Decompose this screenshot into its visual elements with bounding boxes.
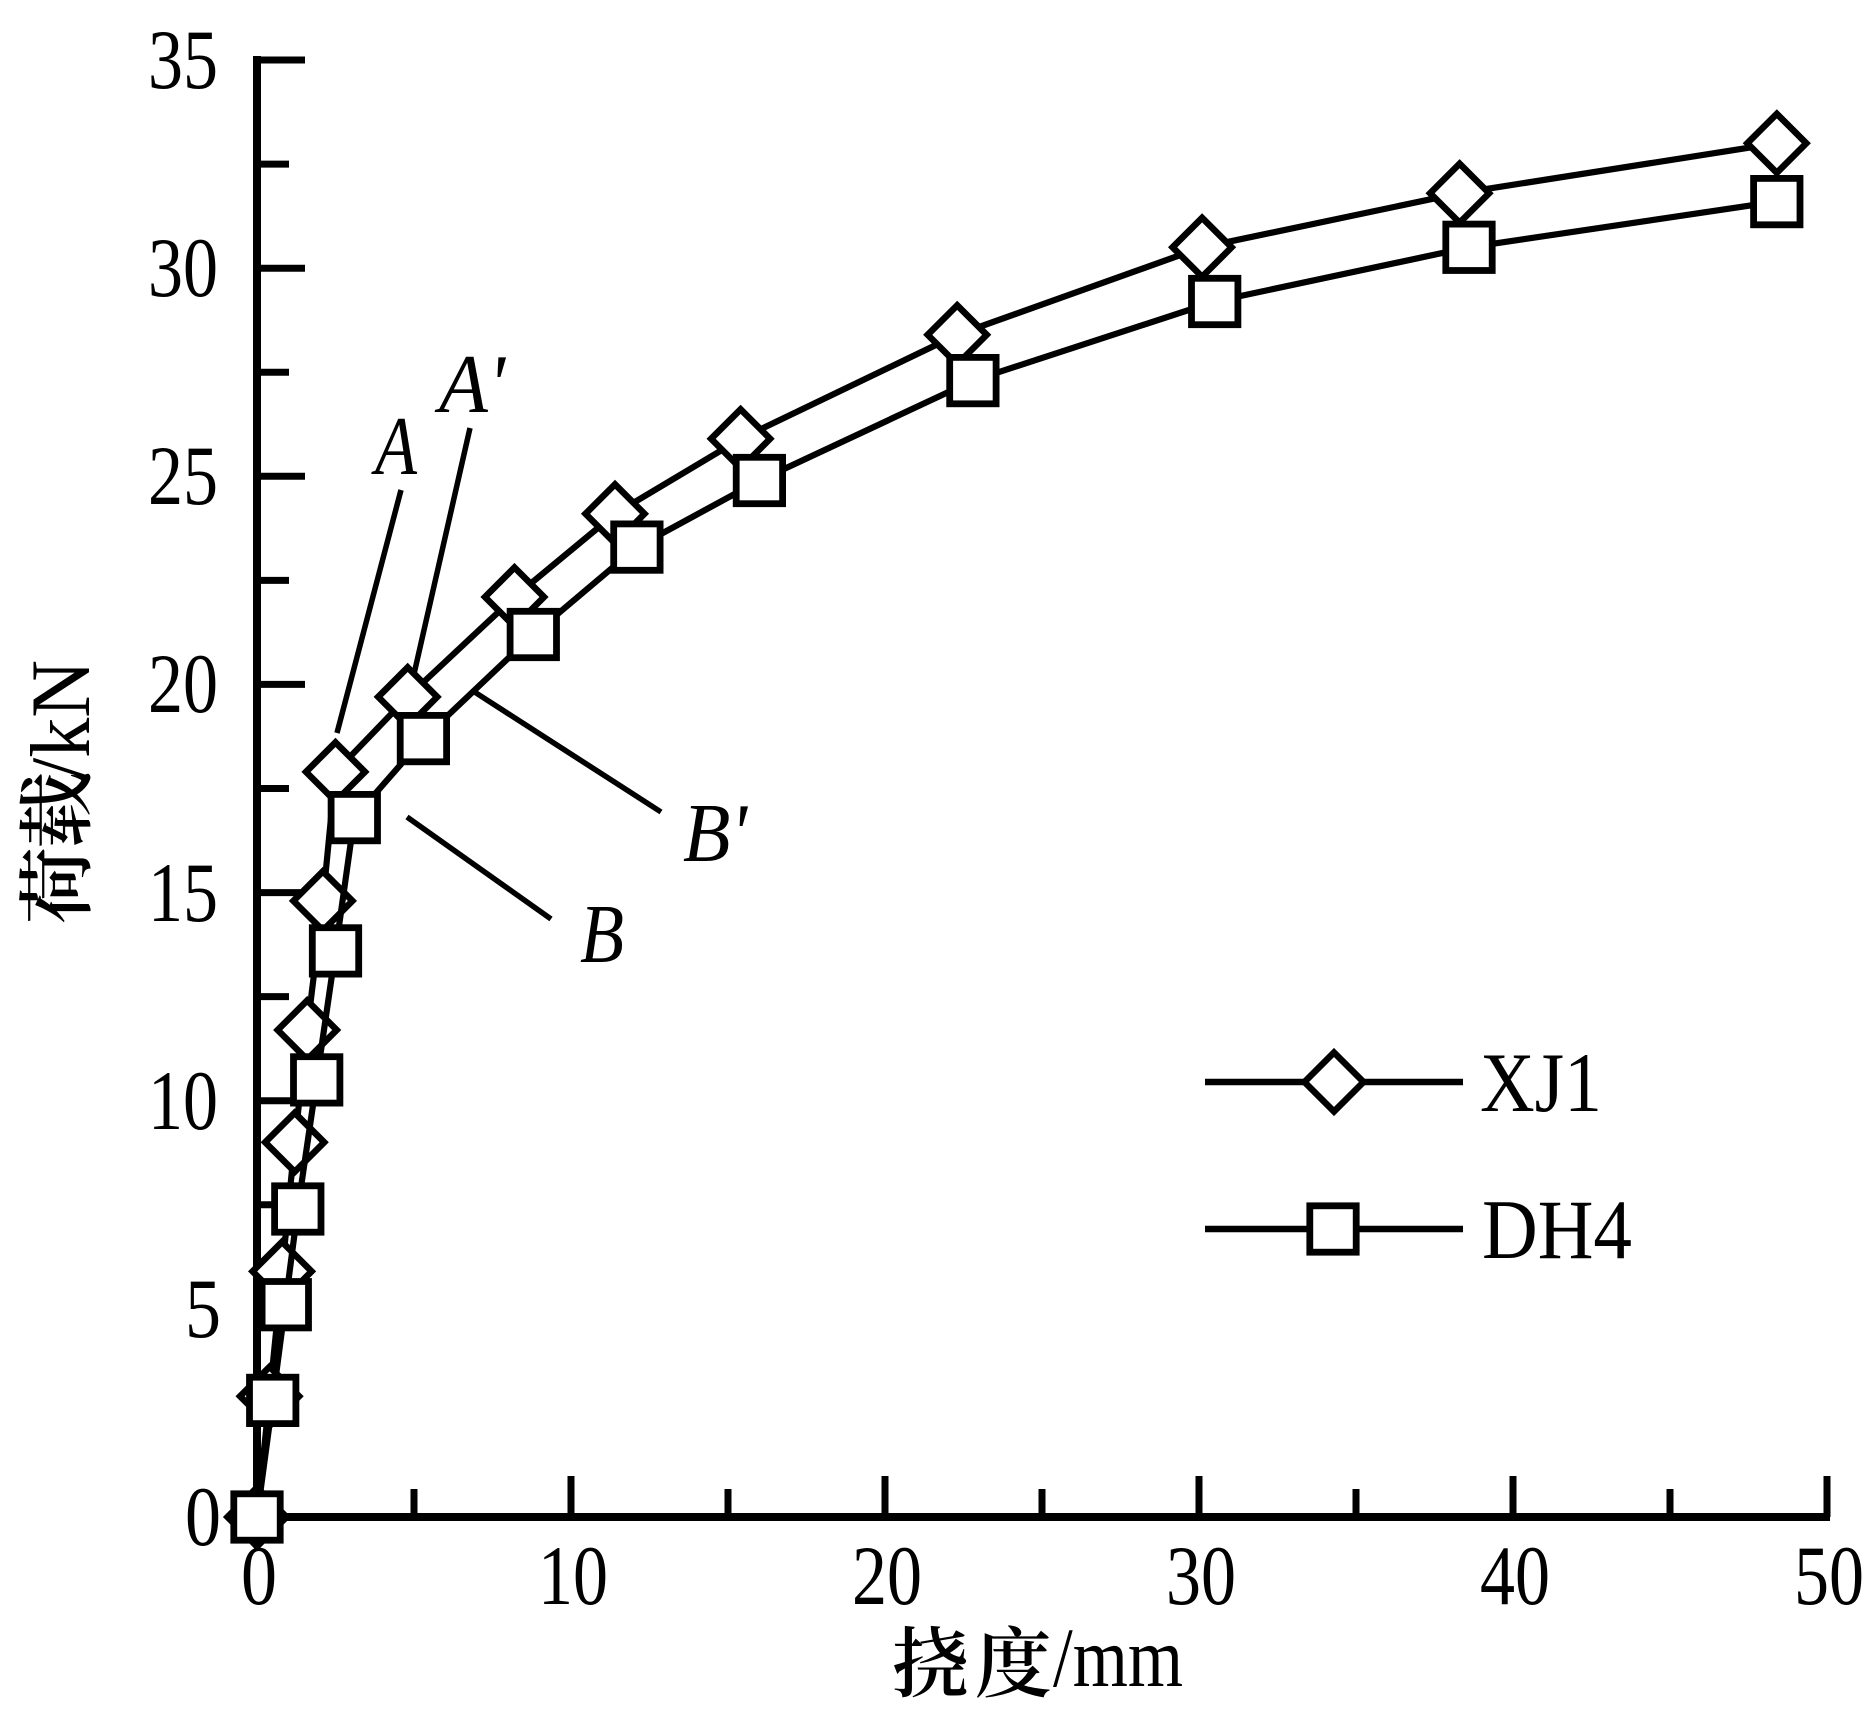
svg-text:10: 10 — [148, 1054, 218, 1148]
svg-text:50: 50 — [1794, 1529, 1864, 1623]
svg-text:XJ1: XJ1 — [1480, 1036, 1602, 1130]
svg-text:A': A' — [434, 338, 507, 431]
svg-text:5: 5 — [185, 1262, 221, 1356]
svg-text:25: 25 — [148, 429, 218, 523]
svg-text:0: 0 — [185, 1470, 221, 1564]
svg-text:DH4: DH4 — [1482, 1183, 1632, 1277]
svg-text:B': B' — [683, 787, 749, 880]
svg-text:30: 30 — [148, 221, 218, 315]
svg-text:/mm: /mm — [1053, 1611, 1183, 1705]
svg-text:40: 40 — [1480, 1529, 1550, 1623]
svg-text:20: 20 — [148, 637, 218, 731]
svg-text:B: B — [580, 888, 624, 981]
svg-text:/kN: /kN — [14, 660, 108, 780]
svg-text:35: 35 — [148, 13, 218, 107]
svg-text:30: 30 — [1166, 1529, 1236, 1623]
svg-text:20: 20 — [852, 1529, 922, 1623]
svg-text:A: A — [371, 400, 418, 493]
svg-text:10: 10 — [538, 1529, 608, 1623]
svg-text:15: 15 — [148, 846, 218, 940]
